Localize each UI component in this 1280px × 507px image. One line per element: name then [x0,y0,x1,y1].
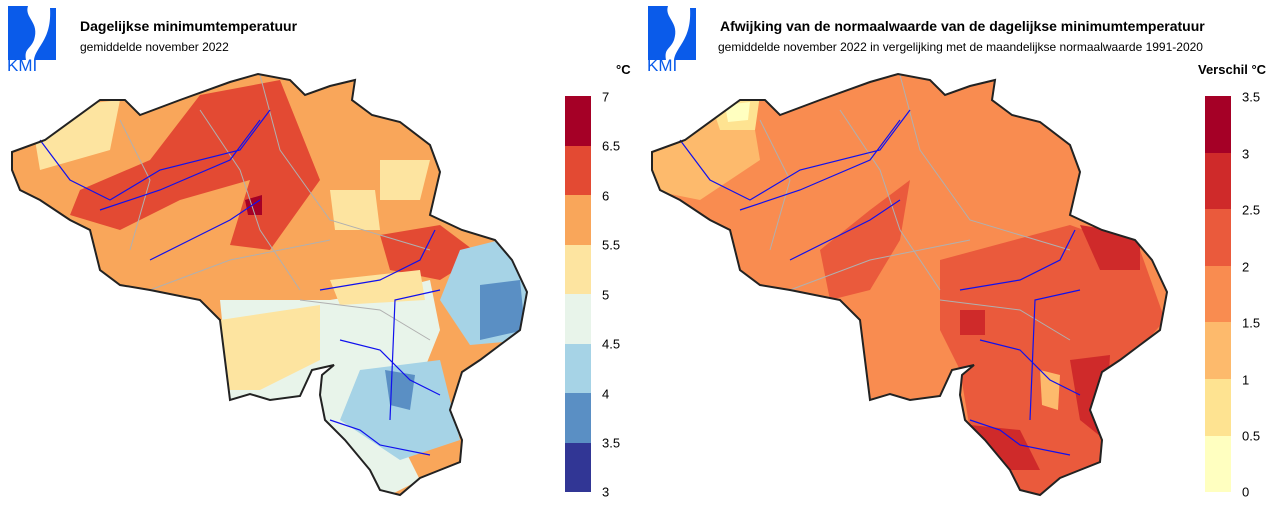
legend-tick: 6.5 [602,138,621,154]
legend-tick: 1.5 [1242,315,1261,331]
legend-tick: 1 [1242,372,1250,388]
legend-tick: 3 [602,484,610,500]
map-subtitle: gemiddelde november 2022 [80,40,229,54]
legend-tick: 3 [1242,146,1250,162]
legend-tick: 7 [602,89,610,105]
legend-swatch [1205,322,1231,379]
legend-swatch [1205,378,1231,436]
legend-swatch [1205,265,1231,323]
legend-tick: 2 [1242,259,1250,275]
legend-swatch [565,442,591,492]
left-panel: KMI Dagelijkse minimumtemperatuur gemidd… [7,6,631,500]
right-panel: KMI Afwijking van de normaalwaarde van d… [640,0,1280,507]
color-legend [565,96,591,492]
legend-title: Verschil °C [1198,62,1267,77]
map-title: Dagelijkse minimumtemperatuur [80,18,298,34]
legend-title: °C [616,62,631,77]
legend-swatch [565,244,591,294]
legend-tick: 3.5 [1242,89,1261,105]
legend-tick: 6 [602,188,610,204]
legend-tick: 3.5 [602,435,621,451]
legend-swatch [1205,152,1231,210]
legend-tick: 5.5 [602,237,621,253]
legend-tick: 4 [602,386,610,402]
legend-swatch [565,343,591,393]
temperature-map [11,73,528,496]
legend-swatch [565,393,591,443]
kmi-logo: KMI [7,6,56,72]
legend-tick: 4.5 [602,336,621,352]
legend-swatch [1205,96,1231,153]
legend-swatch [1205,209,1231,266]
map-title: Afwijking van de normaalwaarde van de da… [720,18,1205,34]
legend-swatch [565,96,591,146]
legend-swatch [565,294,591,344]
legend-swatch [565,195,591,245]
legend-tick: 5 [602,287,610,303]
legend-swatch [565,145,591,195]
svg-text:KMI: KMI [7,56,37,72]
color-legend [1205,96,1231,493]
kmi-logo: KMI [647,6,696,72]
svg-text:KMI: KMI [647,56,677,72]
anomaly-map [651,73,1168,496]
legend-swatch [1205,435,1231,493]
map-subtitle: gemiddelde november 2022 in vergelijking… [718,40,1203,54]
legend-tick: 0.5 [1242,428,1261,444]
legend-tick: 2.5 [1242,202,1261,218]
legend-tick: 0 [1242,484,1250,500]
